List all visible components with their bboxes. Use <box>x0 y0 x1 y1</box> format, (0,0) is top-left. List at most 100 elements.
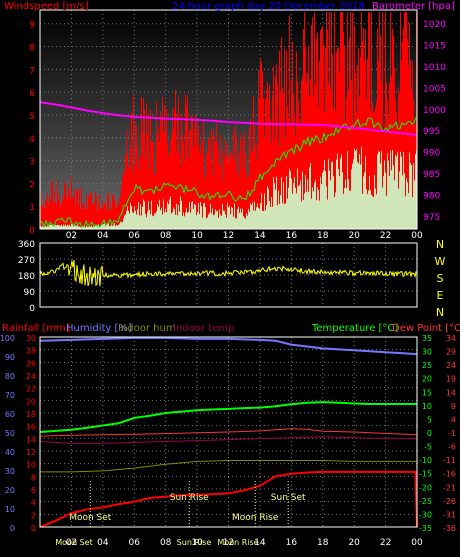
wind-y-tick-label: 8 <box>29 44 35 54</box>
direction-y-tick-label: 270 <box>18 256 35 266</box>
annotation-label: Moon Set <box>69 513 112 523</box>
dewpoint-y-tick-label: -1 <box>448 429 456 438</box>
rain-y-tick-label: 22 <box>26 385 36 394</box>
temp-y-tick-label: -20 <box>419 483 432 492</box>
dewpoint-y-tick-label: -16 <box>443 470 456 479</box>
temp-x-ticks: 02 04 06 08 10 12 14 16 18 20 22 00 <box>66 538 423 548</box>
wind-x-tick-label: 20 <box>348 231 360 241</box>
dewpoint-line <box>39 428 418 437</box>
wind-legend-right: Barometer [hpa] <box>372 1 455 12</box>
temp-plot-border <box>39 336 418 528</box>
wind-plot-border <box>39 9 418 230</box>
direction-y-ticks: 360 270 180 90 0 <box>18 240 35 314</box>
temp-y-tick-label: 25 <box>422 361 432 370</box>
pressure-y-tick-label: 975 <box>423 213 440 223</box>
pressure-y-tick-label: 1005 <box>423 84 446 94</box>
average-wind-line <box>39 117 417 228</box>
temp-x-tick-label: 06 <box>129 538 141 548</box>
sun-moon-annotations: Moon Set Sun Rise Moon Rise Sun Set Moon Set… <box>55 479 306 547</box>
temp-x-tick-label: 08 <box>160 538 172 548</box>
compass-label: E <box>437 289 444 302</box>
pressure-y-tick-label: 995 <box>423 127 440 137</box>
temp-x-tick-label: 12 <box>223 538 234 548</box>
temp-marks <box>39 336 418 528</box>
rain-y-tick-label: 24 <box>26 372 36 381</box>
temp-x-tick-label: 04 <box>97 538 109 548</box>
annotation-bottom-label: Sun Rise <box>177 538 212 547</box>
rain-y-tick-label: 20 <box>26 397 36 406</box>
rain-y-tick-label: 4 <box>31 499 36 508</box>
humidity-y-tick-label: 100 <box>0 334 15 343</box>
temp-y-tick-label: -35 <box>419 524 432 533</box>
wind-x-tick-label: 08 <box>160 231 172 241</box>
humidity-y-tick-label: 30 <box>5 467 15 476</box>
temp-grid <box>40 336 418 528</box>
annotation-label: Moon Rise <box>232 513 279 523</box>
temp-y-tick-label: -30 <box>419 510 432 519</box>
barometer-line <box>39 101 418 136</box>
temp-y-tick-label: 20 <box>422 375 432 384</box>
direction-y-tick-label: 360 <box>18 240 35 250</box>
temp-x-tick-label: 22 <box>380 538 391 548</box>
compass-label: S <box>437 272 444 285</box>
dewpoint-y-tick-label: -6 <box>448 443 456 452</box>
annotation-bottom-label: Moon Rise <box>217 538 258 547</box>
pressure-y-tick-label: 1020 <box>423 20 446 30</box>
dewpoint-y-tick-label: -11 <box>443 456 456 465</box>
temperature-line <box>39 401 417 433</box>
humidity-y-tick-label: 50 <box>5 429 15 438</box>
humidity-line <box>39 336 418 356</box>
temp-x-tick-label: 14 <box>254 538 266 548</box>
wind-x-tick-label: 00 <box>411 231 423 241</box>
temp-x-tick-label: 18 <box>317 538 329 548</box>
rainfall-line <box>39 470 418 528</box>
wind-y-tick-label: 1 <box>29 203 35 213</box>
rain-y-tick-label: 16 <box>26 423 36 432</box>
rain-y-tick-label: 6 <box>31 486 36 495</box>
rain-y-tick-label: 12 <box>26 448 36 457</box>
compass-label: W <box>435 255 446 268</box>
dewpoint-y-tick-label: 34 <box>446 334 456 343</box>
humidity-y-tick-label: 10 <box>5 505 15 514</box>
annotation-bottom-label: Moon Set <box>55 538 92 547</box>
temp-y-tick-label: 35 <box>422 334 432 343</box>
wind-chart-title: 24-hour graph day 20 December 2018 <box>172 1 365 12</box>
dewpoint-y-tick-label: -31 <box>443 510 456 519</box>
temp-x-tick-label: 00 <box>411 538 423 548</box>
compass-label: N <box>436 306 444 319</box>
wind-x-tick-label: 22 <box>380 231 391 241</box>
pressure-y-tick-label: 980 <box>423 192 440 202</box>
direction-plot-border <box>39 242 418 308</box>
temp-y-ticks: 35 30 25 20 15 10 5 0 -5 -10 -15 -20 -25 -30 -35 <box>419 334 432 533</box>
temp-x-tick-label: 02 <box>66 538 77 548</box>
dewpoint-y-ticks: 34 29 24 19 14 9 4 -1 -6 -11 -16 -21 -26 -31 -36 <box>443 334 456 533</box>
humidity-y-tick-label: 90 <box>5 353 15 362</box>
humidity-y-tick-label: 20 <box>5 486 15 495</box>
wind-y-tick-label: 0 <box>29 226 35 236</box>
temp-x-tick-label: 10 <box>191 538 203 548</box>
humidity-y-tick-label: 80 <box>5 372 15 381</box>
pressure-y-tick-label: 1015 <box>423 41 446 51</box>
direction-y-tick-label: 180 <box>18 272 35 282</box>
dewpoint-y-tick-label: 24 <box>446 361 456 370</box>
legend-indoor-hum: Indoor hum <box>118 323 176 334</box>
wind-y-tick-label: 4 <box>29 135 35 145</box>
temp-y-tick-label: -25 <box>419 497 432 506</box>
compass-label: N <box>436 238 444 251</box>
wind-x-tick-label: 02 <box>66 231 77 241</box>
dewpoint-y-tick-label: -26 <box>443 497 456 506</box>
wind-y-tick-label: 3 <box>29 158 35 168</box>
wind-direction-trace <box>39 259 418 287</box>
direction-y-tick-label: 0 <box>29 304 35 314</box>
rain-y-tick-label: 14 <box>26 435 36 444</box>
wind-y-tick-label: 9 <box>29 21 35 31</box>
wind-x-tick-label: 18 <box>317 231 329 241</box>
legend-dewpoint: Dew Point [°C] <box>392 323 460 334</box>
wind-x-tick-label: 12 <box>223 231 234 241</box>
dewpoint-y-tick-label: -36 <box>443 524 456 533</box>
rain-y-tick-label: 28 <box>26 347 36 356</box>
rain-y-tick-label: 18 <box>26 410 36 419</box>
rain-y-tick-label: 2 <box>31 511 36 520</box>
rain-y-tick-label: 0 <box>31 524 36 533</box>
